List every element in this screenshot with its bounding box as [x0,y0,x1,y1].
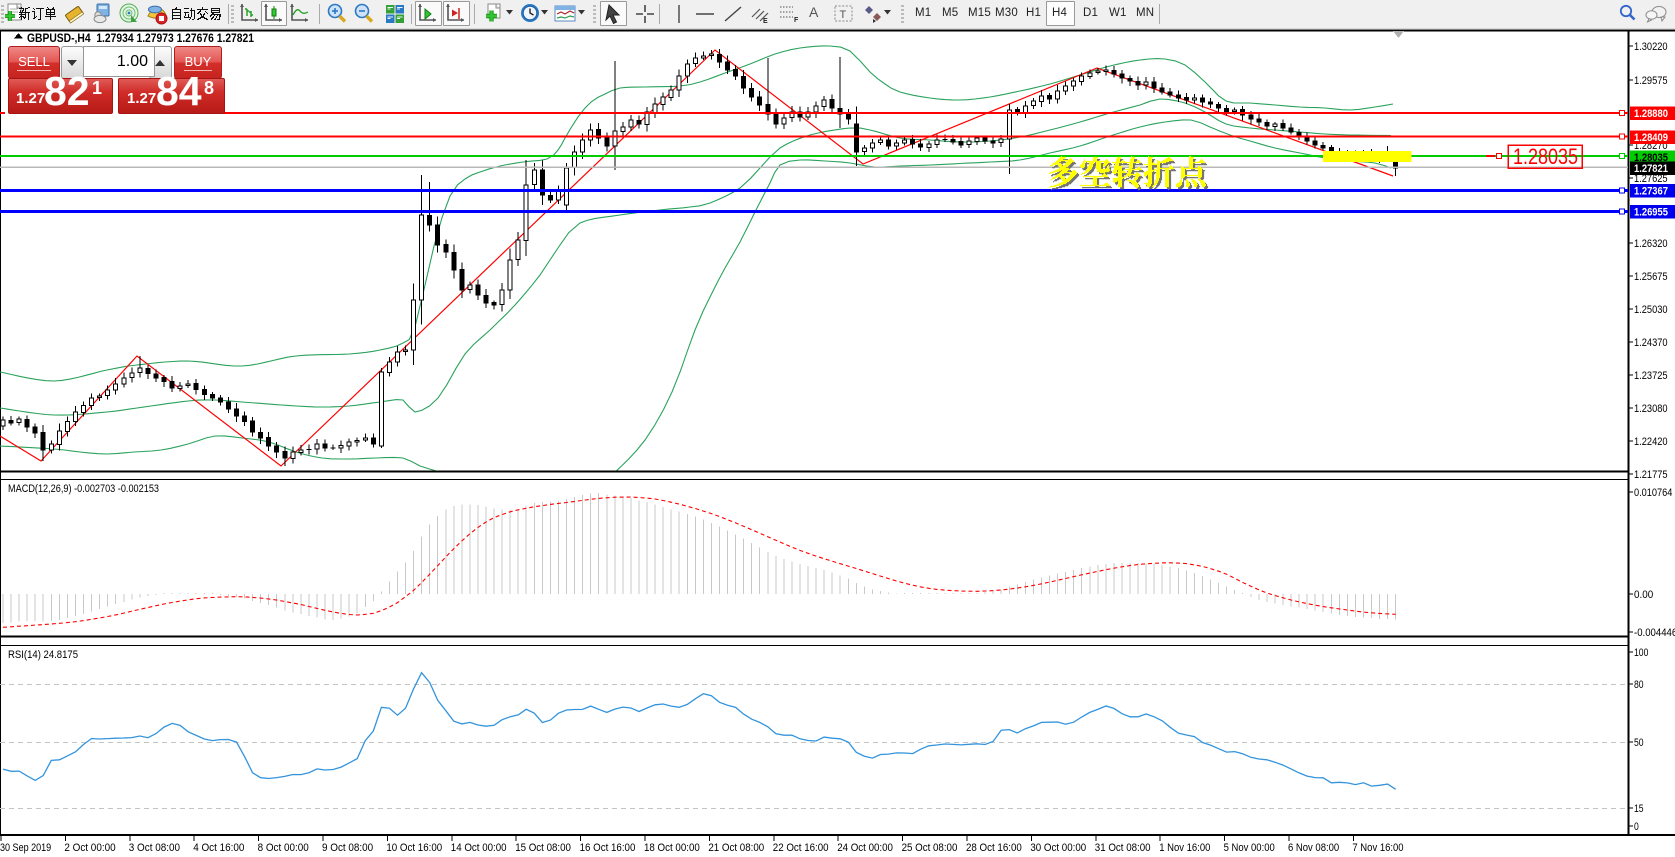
svg-text:24 Oct 00:00: 24 Oct 00:00 [837,842,893,854]
svg-text:0.010764: 0.010764 [1634,487,1672,499]
svg-text:0: 0 [1634,821,1639,833]
svg-text:100: 100 [1634,647,1648,659]
svg-text:9 Oct 08:00: 9 Oct 08:00 [322,842,373,854]
svg-text:28 Oct 16:00: 28 Oct 16:00 [966,842,1022,854]
svg-text:E: E [763,18,768,25]
svg-text:25 Oct 08:00: 25 Oct 08:00 [902,842,958,854]
svg-text:15: 15 [1634,803,1644,815]
svg-text:15 Oct 08:00: 15 Oct 08:00 [515,842,571,854]
svg-text:31 Oct 08:00: 31 Oct 08:00 [1095,842,1151,854]
svg-text:50: 50 [1634,737,1644,749]
svg-text:0.00: 0.00 [1634,589,1653,601]
svg-text:18 Oct 00:00: 18 Oct 00:00 [644,842,700,854]
svg-text:1.25675: 1.25675 [1634,271,1668,283]
svg-text:1.25030: 1.25030 [1634,304,1668,316]
svg-text:-0.004446: -0.004446 [1634,627,1675,639]
svg-text:16 Oct 16:00: 16 Oct 16:00 [580,842,636,854]
svg-text:5 Nov 00:00: 5 Nov 00:00 [1224,842,1275,854]
svg-text:1.23080: 1.23080 [1634,403,1668,415]
svg-text:14 Oct 00:00: 14 Oct 00:00 [451,842,507,854]
svg-text:4 Oct 16:00: 4 Oct 16:00 [193,842,244,854]
svg-text:1.28035: 1.28035 [1634,152,1668,164]
svg-text:1.28880: 1.28880 [1634,108,1668,120]
svg-text:F: F [794,17,799,24]
svg-text:1.22420: 1.22420 [1634,436,1668,448]
svg-text:7 Nov 16:00: 7 Nov 16:00 [1352,842,1403,854]
svg-text:1.27367: 1.27367 [1634,186,1668,198]
svg-text:GBPUSD-,H4 1.27934 1.27973 1.: GBPUSD-,H4 1.27934 1.27973 1.27676 1.278… [27,33,255,45]
svg-text:2 Oct 00:00: 2 Oct 00:00 [64,842,115,854]
svg-text:30 Sep 2019: 30 Sep 2019 [0,842,51,854]
svg-text:1 Nov 16:00: 1 Nov 16:00 [1159,842,1210,854]
svg-text:RSI(14) 24.8175: RSI(14) 24.8175 [8,649,78,661]
svg-text:1.27821: 1.27821 [1634,163,1668,175]
svg-text:1.24370: 1.24370 [1634,337,1668,349]
svg-text:1.26320: 1.26320 [1634,238,1668,250]
svg-text:8 Oct 00:00: 8 Oct 00:00 [258,842,309,854]
svg-text:30 Oct 00:00: 30 Oct 00:00 [1030,842,1086,854]
svg-text:1.28409: 1.28409 [1634,132,1668,144]
svg-text:21 Oct 08:00: 21 Oct 08:00 [708,842,764,854]
svg-text:3 Oct 08:00: 3 Oct 08:00 [129,842,180,854]
svg-text:1.26955: 1.26955 [1634,207,1668,219]
svg-text:MACD(12,26,9) -0.002703 -0.002: MACD(12,26,9) -0.002703 -0.002153 [8,483,159,495]
svg-text:1.29575: 1.29575 [1634,75,1668,87]
svg-text:1.30220: 1.30220 [1634,41,1668,53]
svg-text:6 Nov 08:00: 6 Nov 08:00 [1288,842,1339,854]
svg-text:1.21775: 1.21775 [1634,469,1668,481]
svg-text:T: T [840,9,847,21]
svg-text:1.27625: 1.27625 [1634,173,1668,185]
svg-text:1.28035: 1.28035 [1513,144,1578,169]
svg-text:10 Oct 16:00: 10 Oct 16:00 [386,842,442,854]
svg-text:1.23725: 1.23725 [1634,370,1668,382]
svg-text:80: 80 [1634,679,1644,691]
svg-text:22 Oct 16:00: 22 Oct 16:00 [773,842,829,854]
